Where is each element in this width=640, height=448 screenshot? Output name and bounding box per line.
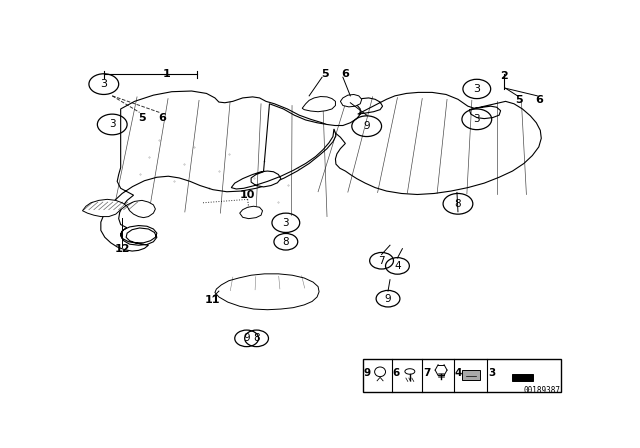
Text: 11: 11: [205, 295, 221, 306]
Bar: [363, 359, 561, 392]
Text: 10: 10: [240, 190, 255, 200]
Text: 00189387: 00189387: [523, 386, 560, 395]
Polygon shape: [231, 92, 541, 194]
Text: 7: 7: [378, 256, 385, 266]
Polygon shape: [101, 91, 336, 251]
Text: 5: 5: [515, 95, 523, 105]
Text: 3: 3: [474, 84, 480, 94]
Text: 8: 8: [282, 237, 289, 247]
Text: 2: 2: [500, 71, 508, 81]
Polygon shape: [340, 95, 362, 107]
Text: 4: 4: [454, 368, 461, 378]
Ellipse shape: [405, 369, 415, 374]
Text: 9: 9: [243, 333, 250, 343]
Ellipse shape: [374, 367, 385, 377]
Text: 5: 5: [138, 112, 146, 123]
Text: 8: 8: [454, 199, 461, 209]
Text: 8: 8: [253, 333, 260, 343]
Text: 3: 3: [474, 114, 480, 124]
Text: 4: 4: [394, 261, 401, 271]
Text: 12: 12: [115, 244, 130, 254]
Text: 3: 3: [100, 79, 108, 89]
Bar: [511, 374, 533, 381]
Text: 7: 7: [424, 368, 431, 378]
Text: 1: 1: [163, 69, 171, 79]
Text: 6: 6: [393, 368, 400, 378]
Text: 6: 6: [158, 112, 166, 123]
Text: 6: 6: [535, 95, 543, 105]
Text: 9: 9: [385, 294, 391, 304]
Text: 3: 3: [109, 120, 116, 129]
Text: 5: 5: [321, 69, 329, 79]
Polygon shape: [240, 206, 262, 219]
Polygon shape: [302, 96, 335, 112]
Polygon shape: [215, 274, 319, 310]
Text: 3: 3: [282, 218, 289, 228]
Text: 3: 3: [488, 368, 495, 378]
Bar: [462, 370, 480, 380]
Text: 9: 9: [363, 368, 371, 378]
Text: 6: 6: [341, 69, 349, 79]
Text: 9: 9: [364, 121, 370, 131]
Polygon shape: [83, 199, 156, 218]
